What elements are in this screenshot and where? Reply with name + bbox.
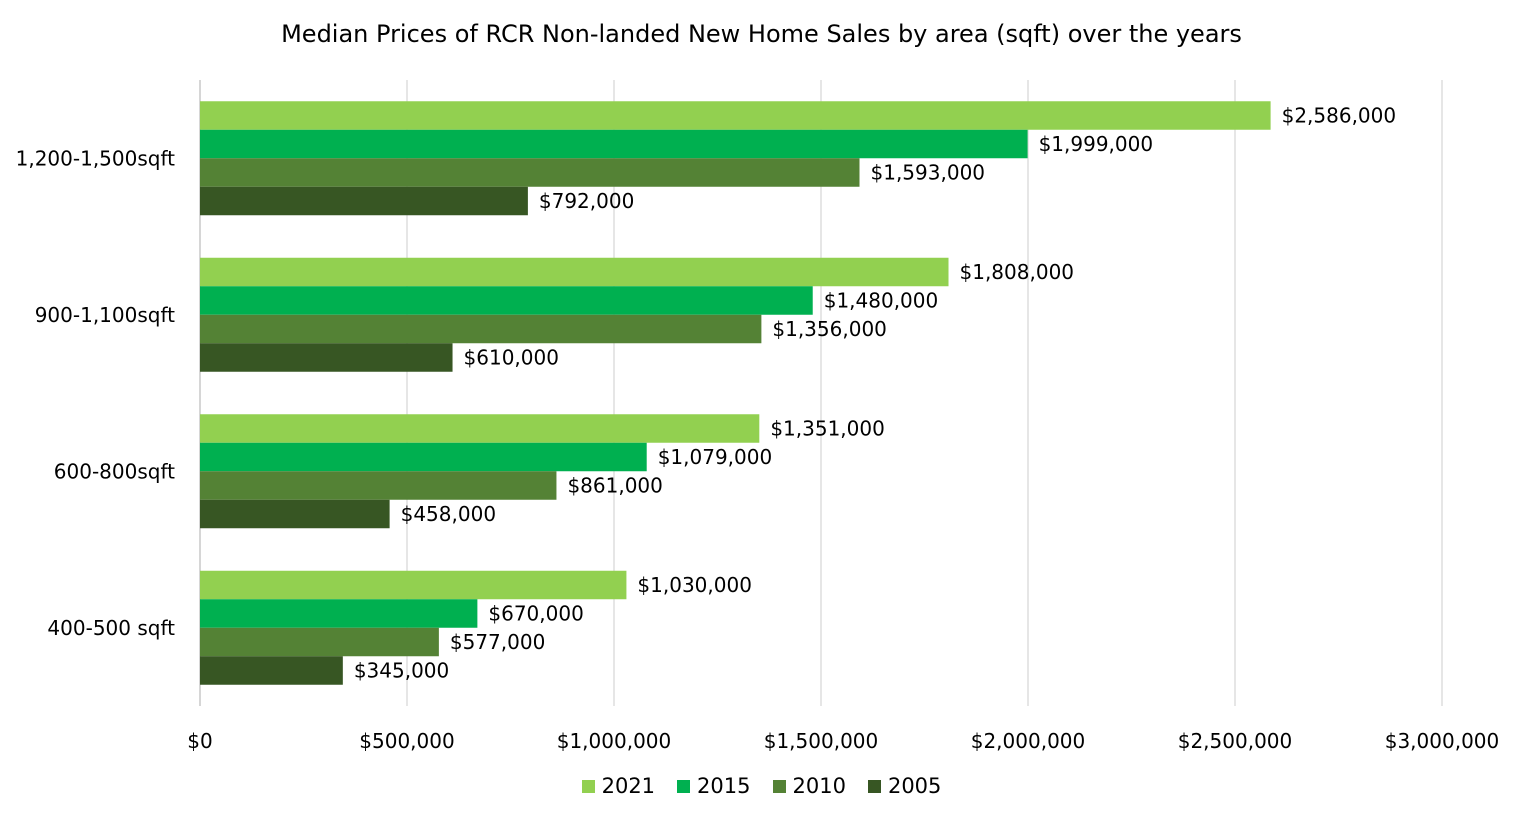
legend-label: 2005	[887, 774, 942, 798]
category-label: 1,200-1,500sqft	[16, 146, 176, 170]
category-label: 900-1,100sqft	[35, 303, 175, 327]
bar	[200, 101, 1271, 130]
data-label: $792,000	[539, 189, 634, 213]
data-label: $458,000	[401, 502, 496, 526]
category-label: 600-800sqft	[54, 459, 175, 483]
bar	[200, 471, 557, 500]
bar	[200, 499, 390, 529]
bar	[200, 627, 439, 657]
bar	[200, 257, 949, 287]
legend-item: 2021	[581, 774, 656, 798]
data-label: $861,000	[567, 474, 662, 498]
bar	[200, 656, 343, 685]
bar	[200, 158, 860, 187]
bar	[200, 442, 647, 472]
legend-item: 2015	[677, 774, 751, 798]
data-label: $577,000	[450, 630, 545, 654]
bar	[200, 186, 528, 216]
chart-legend: 2021 2015 2010 2005	[0, 774, 1523, 798]
bar	[200, 599, 478, 628]
data-label: $1,030,000	[637, 573, 752, 597]
data-label: $1,079,000	[658, 445, 773, 469]
data-label: $2,586,000	[1282, 104, 1397, 128]
bar	[200, 343, 453, 372]
data-label: $1,480,000	[824, 289, 939, 313]
chart-title: Median Prices of RCR Non-landed New Home…	[281, 20, 1242, 48]
data-label: $345,000	[354, 659, 449, 683]
legend-label: 2010	[792, 774, 846, 798]
data-label: $610,000	[464, 346, 559, 370]
data-label: $1,999,000	[1039, 132, 1154, 156]
legend-swatch	[867, 779, 881, 793]
data-label: $1,593,000	[871, 161, 986, 185]
legend-swatch	[772, 779, 786, 793]
x-tick-label: $2,000,000	[971, 729, 1086, 753]
category-label: 400-500 sqft	[47, 616, 175, 640]
bar	[200, 570, 627, 600]
x-tick-label: $0	[187, 729, 212, 753]
data-label: $1,356,000	[772, 317, 887, 341]
legend-swatch	[677, 779, 691, 793]
bar	[200, 129, 1028, 159]
bar	[200, 314, 762, 344]
x-tick-label: $500,000	[359, 729, 454, 753]
legend-swatch	[581, 779, 595, 793]
x-tick-label: $3,000,000	[1385, 729, 1500, 753]
data-label: $1,808,000	[960, 260, 1075, 284]
legend-item: 2005	[867, 774, 942, 798]
bar	[200, 286, 813, 315]
x-tick-label: $1,000,000	[557, 729, 672, 753]
bar	[200, 414, 760, 443]
legend-item: 2010	[772, 774, 846, 798]
data-label: $670,000	[488, 602, 583, 626]
x-tick-label: $2,500,000	[1178, 729, 1293, 753]
x-tick-label: $1,500,000	[764, 729, 879, 753]
legend-label: 2015	[697, 774, 751, 798]
data-label: $1,351,000	[770, 417, 885, 441]
legend-label: 2021	[601, 774, 656, 798]
